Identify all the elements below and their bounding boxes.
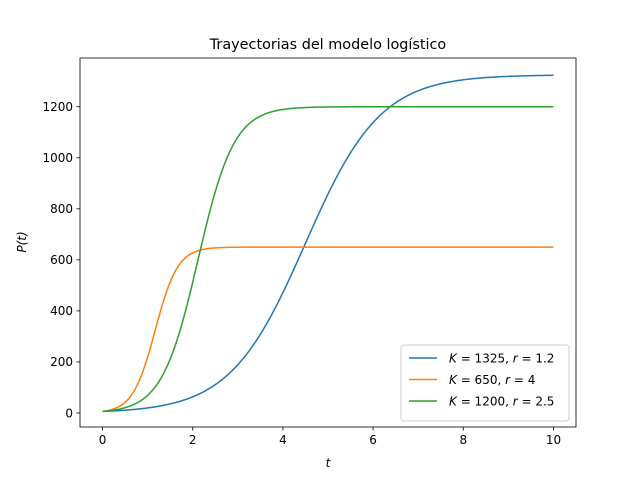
x-tick-label: 4 [279, 433, 287, 447]
x-tick-label: 2 [189, 433, 197, 447]
x-tick-label: 6 [369, 433, 377, 447]
y-tick-label: 400 [50, 304, 73, 318]
x-tick-label: 10 [546, 433, 561, 447]
x-tick-label: 0 [99, 433, 107, 447]
chart-title: Trayectorias del modelo logístico [209, 37, 447, 53]
x-axis-ticks: 0 2 4 6 8 10 [99, 427, 561, 447]
y-tick-label: 1000 [42, 151, 73, 165]
legend-box [400, 344, 570, 422]
series-line-2 [102, 246, 554, 413]
legend-label-2: K = 650, r = 4 [449, 373, 535, 387]
y-tick-label: 200 [50, 355, 73, 369]
x-tick-label: 8 [459, 433, 467, 447]
y-axis-label: P(t) [15, 231, 29, 252]
series-line-3 [102, 105, 554, 413]
legend-label-1: K = 1325, r = 1.2 [449, 351, 554, 365]
y-tick-label: 1200 [42, 100, 73, 114]
y-tick-label: 0 [65, 406, 73, 420]
plot-frame [79, 57, 577, 428]
series-lines [102, 74, 554, 413]
legend: K = 1325, r = 1.2 K = 650, r = 4 K = 1200,… [400, 344, 570, 422]
x-axis-label: t [326, 456, 332, 470]
y-tick-label: 800 [50, 202, 73, 216]
y-tick-label: 600 [50, 253, 73, 267]
series-line-1 [102, 74, 554, 413]
legend-label-3: K = 1200, r = 2.5 [449, 394, 554, 408]
y-axis-ticks: 0 200 400 600 800 1000 1200 [42, 100, 80, 420]
